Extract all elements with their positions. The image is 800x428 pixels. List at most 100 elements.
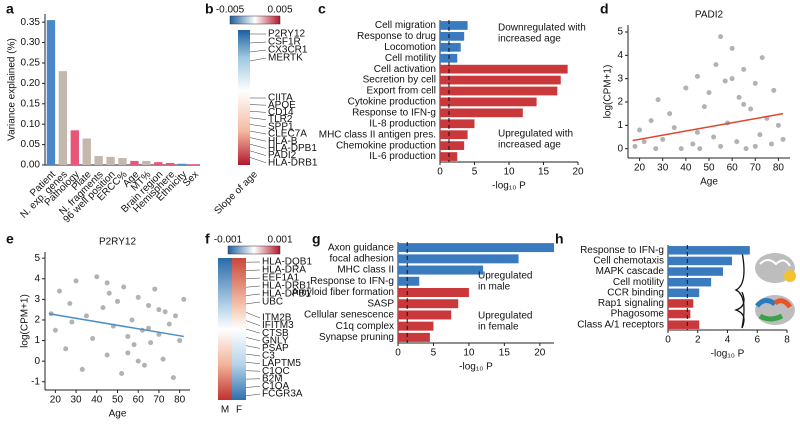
- annotation: increased age: [498, 34, 561, 45]
- bar: [440, 97, 537, 107]
- gene-label: IFITM3: [262, 320, 294, 331]
- point: [67, 300, 73, 306]
- gene-label: CX3CR1: [268, 45, 308, 56]
- point: [743, 146, 749, 152]
- gene-label: HLA-DRB1: [268, 157, 318, 168]
- x-tick-label: 30: [657, 163, 669, 174]
- point: [148, 340, 154, 346]
- point: [104, 280, 110, 286]
- gene-label: CLEC7A: [268, 129, 307, 140]
- axis-label: Slope of age: [212, 169, 260, 217]
- x-tick-label: 20: [634, 163, 646, 174]
- gene-label: GNLY: [262, 335, 289, 346]
- gene-label: SPP1: [268, 121, 294, 132]
- y-tick-label: MHC class II antigen pres.: [319, 129, 436, 140]
- point: [694, 73, 700, 79]
- x-axis-label: Age: [109, 409, 127, 420]
- panel-letter: g: [312, 231, 321, 247]
- bar: [440, 75, 561, 85]
- point: [736, 94, 742, 100]
- annotation: Upregulated: [478, 271, 532, 282]
- x-tick-label: 5: [472, 167, 478, 178]
- x-tick-label: 20: [534, 348, 546, 359]
- colorbar-label: 0.001: [267, 235, 292, 246]
- y-tick-label: IL-6 production: [369, 151, 436, 162]
- leader: [245, 320, 261, 326]
- leader: [245, 277, 261, 280]
- bar: [70, 130, 79, 165]
- gene-label: P2RY12: [268, 29, 306, 40]
- x-tick-label: 0: [665, 335, 671, 346]
- x-tick-label: 40: [91, 395, 103, 406]
- point: [94, 274, 100, 280]
- x-tick-label: 60: [727, 163, 739, 174]
- leader: [245, 285, 261, 288]
- y-tick-label: Response to drug: [357, 31, 436, 42]
- point: [141, 362, 147, 368]
- chart-title: P2RY12: [99, 237, 137, 248]
- gene-label: C1QA: [262, 381, 290, 392]
- column-label: F: [236, 405, 242, 416]
- point: [683, 85, 689, 91]
- point: [653, 146, 659, 152]
- y-tick-label: 3: [617, 73, 623, 84]
- point: [135, 358, 141, 364]
- x-tick-label: 8: [784, 335, 790, 346]
- annotation: in male: [478, 282, 511, 293]
- bar: [118, 158, 127, 165]
- y-axis-label: Variance explained (%): [7, 38, 18, 141]
- heatmap-column: [218, 258, 232, 400]
- bar: [177, 163, 187, 165]
- point: [106, 290, 112, 296]
- y-tick-label: 5: [34, 253, 40, 264]
- panel-letter: b: [205, 1, 214, 17]
- y-tick-label: 3: [34, 294, 40, 305]
- annotation: Upregulated: [478, 311, 532, 322]
- gene-label: HLA-DRA: [262, 265, 306, 276]
- point: [637, 127, 643, 133]
- bar: [440, 21, 468, 30]
- colorbar: [229, 15, 281, 25]
- point: [152, 286, 158, 292]
- bar: [154, 162, 163, 165]
- point: [181, 296, 187, 302]
- panel-letter: e: [6, 231, 14, 247]
- y-tick-label: IL-8 production: [369, 118, 436, 129]
- leader: [249, 150, 267, 156]
- leader: [249, 41, 267, 44]
- bar: [130, 160, 139, 165]
- panel-letter: d: [600, 1, 609, 17]
- y-tick-label: Chemokine production: [336, 140, 436, 151]
- leader: [249, 110, 267, 113]
- y-tick-label: SASP: [367, 298, 394, 309]
- y-tick-label: Amyloid fiber formation: [292, 287, 394, 298]
- point: [119, 371, 125, 377]
- x-tick-label: 15: [538, 167, 550, 178]
- bar: [440, 130, 468, 140]
- point: [160, 356, 166, 362]
- point: [718, 34, 724, 40]
- x-tick-label: 50: [112, 395, 124, 406]
- point: [648, 118, 654, 124]
- x-tick-label: 70: [153, 395, 165, 406]
- annotation: Downregulated with: [498, 23, 586, 34]
- column-label: M: [221, 405, 229, 416]
- bar: [106, 156, 115, 165]
- y-tick-label: focal adhesion: [330, 253, 395, 264]
- point: [129, 317, 135, 323]
- x-tick-label: 60: [133, 395, 145, 406]
- colorbar: [227, 245, 281, 255]
- colorbar-label: -0.001: [214, 235, 243, 246]
- y-tick-label: Response to IFN-g: [310, 276, 394, 287]
- point: [734, 139, 740, 145]
- point: [768, 141, 774, 147]
- point: [131, 342, 137, 348]
- point: [780, 136, 786, 142]
- point: [667, 111, 673, 117]
- leader: [249, 124, 267, 128]
- bar: [46, 20, 56, 165]
- point: [121, 284, 127, 290]
- gene-label: PADI2: [268, 150, 297, 161]
- gene-label: LAPTM5: [262, 358, 301, 369]
